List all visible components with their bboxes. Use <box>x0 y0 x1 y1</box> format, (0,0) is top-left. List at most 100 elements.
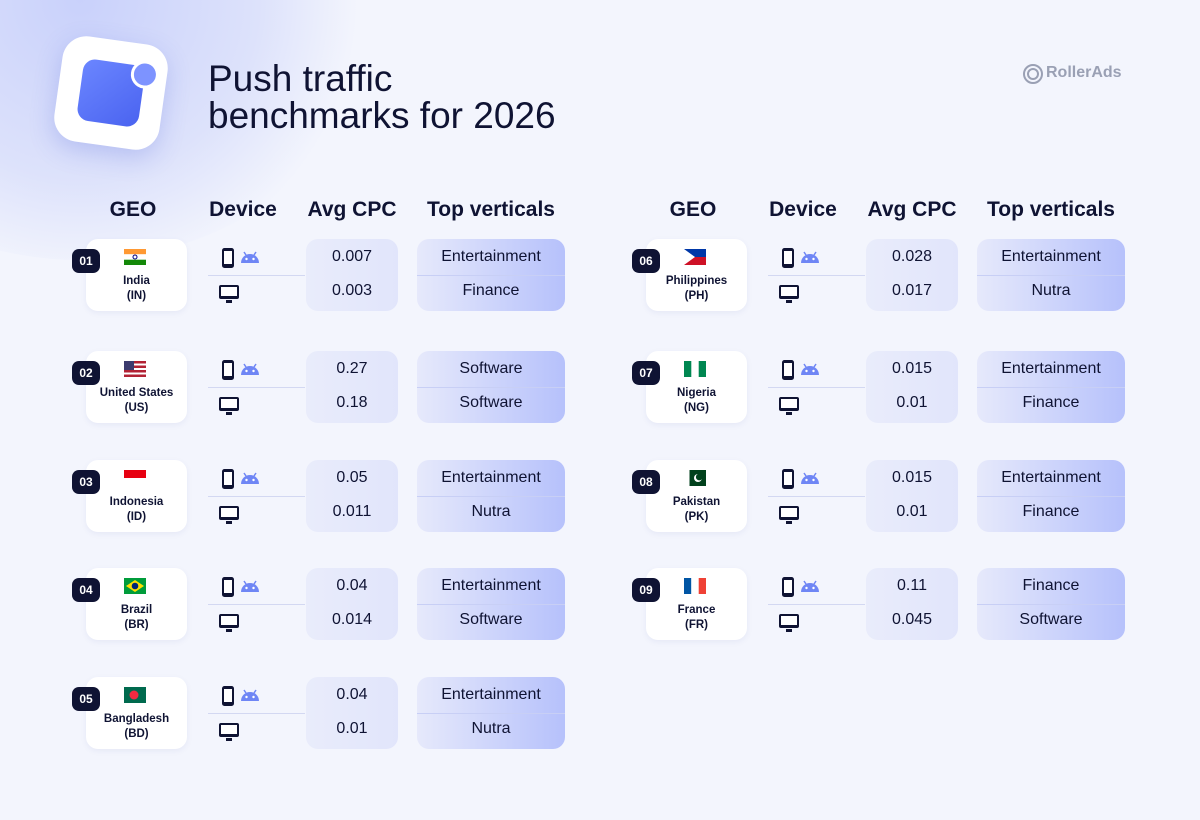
cpc-desktop: 0.017 <box>891 282 933 299</box>
vertical-desktop: Nutra <box>471 720 511 737</box>
cpc-desktop: 0.01 <box>896 394 928 411</box>
flag-svg <box>684 361 706 377</box>
vertical-mobile: Entertainment <box>1001 469 1101 486</box>
flag <box>124 470 146 491</box>
device-divider <box>768 604 865 605</box>
cpc-card: 0.028 0.017 <box>866 239 958 311</box>
vertical-desktop: Nutra <box>471 503 511 520</box>
vertical-mobile: Entertainment <box>1001 360 1101 377</box>
title-line: benchmarks for 2026 <box>208 95 556 136</box>
flag <box>684 470 706 491</box>
country-code: (BD) <box>124 728 149 740</box>
flag-svg <box>124 361 146 377</box>
cpc-desktop: 0.01 <box>896 503 928 520</box>
vertical-card: Entertainment Nutra <box>417 460 565 532</box>
vertical-desktop: Software <box>1019 611 1083 628</box>
cpc-mobile: 0.015 <box>891 360 933 377</box>
android-icon-svg <box>241 472 259 484</box>
flag <box>684 361 706 382</box>
android-icon <box>240 687 260 707</box>
column-header: Device <box>769 198 837 221</box>
android-icon-svg <box>241 363 259 375</box>
vertical-card: Finance Software <box>977 568 1125 640</box>
desktop-icon-svg <box>779 397 799 415</box>
device-divider <box>768 496 865 497</box>
desktop-icon <box>779 614 799 637</box>
mobile-icon-svg <box>222 686 234 706</box>
cpc-card: 0.11 0.045 <box>866 568 958 640</box>
geo-card: United States (US) <box>86 351 187 423</box>
desktop-icon-svg <box>219 723 239 741</box>
country-code: (FR) <box>685 619 708 631</box>
vertical-divider <box>417 496 565 497</box>
vertical-mobile: Entertainment <box>441 577 541 594</box>
vertical-mobile: Software <box>459 360 523 377</box>
country-name: Brazil <box>120 604 153 616</box>
device-divider <box>208 387 305 388</box>
desktop-icon-svg <box>779 614 799 632</box>
mobile-icon-svg <box>782 469 794 489</box>
flag <box>124 249 146 270</box>
column-header: GEO <box>109 198 157 221</box>
cpc-mobile: 0.015 <box>891 469 933 486</box>
vertical-divider <box>417 713 565 714</box>
column-header: Top verticals <box>987 198 1115 221</box>
desktop-icon <box>779 285 799 308</box>
cpc-card: 0.015 0.01 <box>866 351 958 423</box>
android-icon <box>240 578 260 598</box>
desktop-icon-svg <box>779 506 799 524</box>
desktop-icon-svg <box>779 285 799 303</box>
desktop-icon <box>219 723 239 746</box>
flag-svg <box>684 470 706 486</box>
device-divider <box>768 275 865 276</box>
cpc-mobile: 0.27 <box>336 360 368 377</box>
desktop-icon-svg <box>219 397 239 415</box>
country-name: Indonesia <box>109 496 164 508</box>
country-name: United States <box>99 387 174 399</box>
device-divider <box>208 275 305 276</box>
cpc-card: 0.015 0.01 <box>866 460 958 532</box>
android-icon-svg <box>241 251 259 263</box>
column-header: Device <box>209 198 277 221</box>
vertical-desktop: Nutra <box>1031 282 1071 299</box>
desktop-icon <box>779 397 799 420</box>
vertical-mobile: Entertainment <box>1001 248 1101 265</box>
cpc-mobile: 0.11 <box>897 577 927 594</box>
cpc-desktop: 0.18 <box>336 394 368 411</box>
flag-svg <box>124 249 146 265</box>
android-icon <box>240 249 260 269</box>
country-name: Bangladesh <box>103 713 170 725</box>
cpc-desktop: 0.014 <box>331 611 373 628</box>
column-header: GEO <box>669 198 717 221</box>
column-header: Avg CPC <box>307 198 397 221</box>
country-code: (PH) <box>684 290 709 302</box>
vertical-card: Entertainment Finance <box>977 460 1125 532</box>
cpc-card: 0.007 0.003 <box>306 239 398 311</box>
mobile-icon <box>781 577 795 602</box>
vertical-desktop: Finance <box>1022 394 1080 411</box>
mobile-icon-svg <box>222 360 234 380</box>
country-name: France <box>677 604 716 616</box>
geo-card: India (IN) <box>86 239 187 311</box>
vertical-card: Software Software <box>417 351 565 423</box>
row-number: 07 <box>632 361 660 385</box>
cpc-desktop: 0.045 <box>891 611 933 628</box>
country-name: Nigeria <box>677 387 716 399</box>
vertical-divider <box>417 275 565 276</box>
mobile-icon <box>781 360 795 385</box>
mobile-icon-svg <box>222 248 234 268</box>
desktop-icon <box>219 397 239 420</box>
vertical-desktop: Finance <box>1022 503 1080 520</box>
mobile-icon <box>221 577 235 602</box>
desktop-icon <box>779 506 799 529</box>
row-number: 08 <box>632 470 660 494</box>
cpc-desktop: 0.003 <box>331 282 373 299</box>
row-number: 09 <box>632 578 660 602</box>
flag-svg <box>124 687 146 703</box>
column-header: Top verticals <box>427 198 555 221</box>
country-code: (ID) <box>126 511 147 523</box>
title: Push traffic benchmarks for 2026 <box>208 60 556 134</box>
geo-card: Indonesia (ID) <box>86 460 187 532</box>
cpc-mobile: 0.05 <box>336 469 368 486</box>
vertical-desktop: Software <box>459 611 523 628</box>
